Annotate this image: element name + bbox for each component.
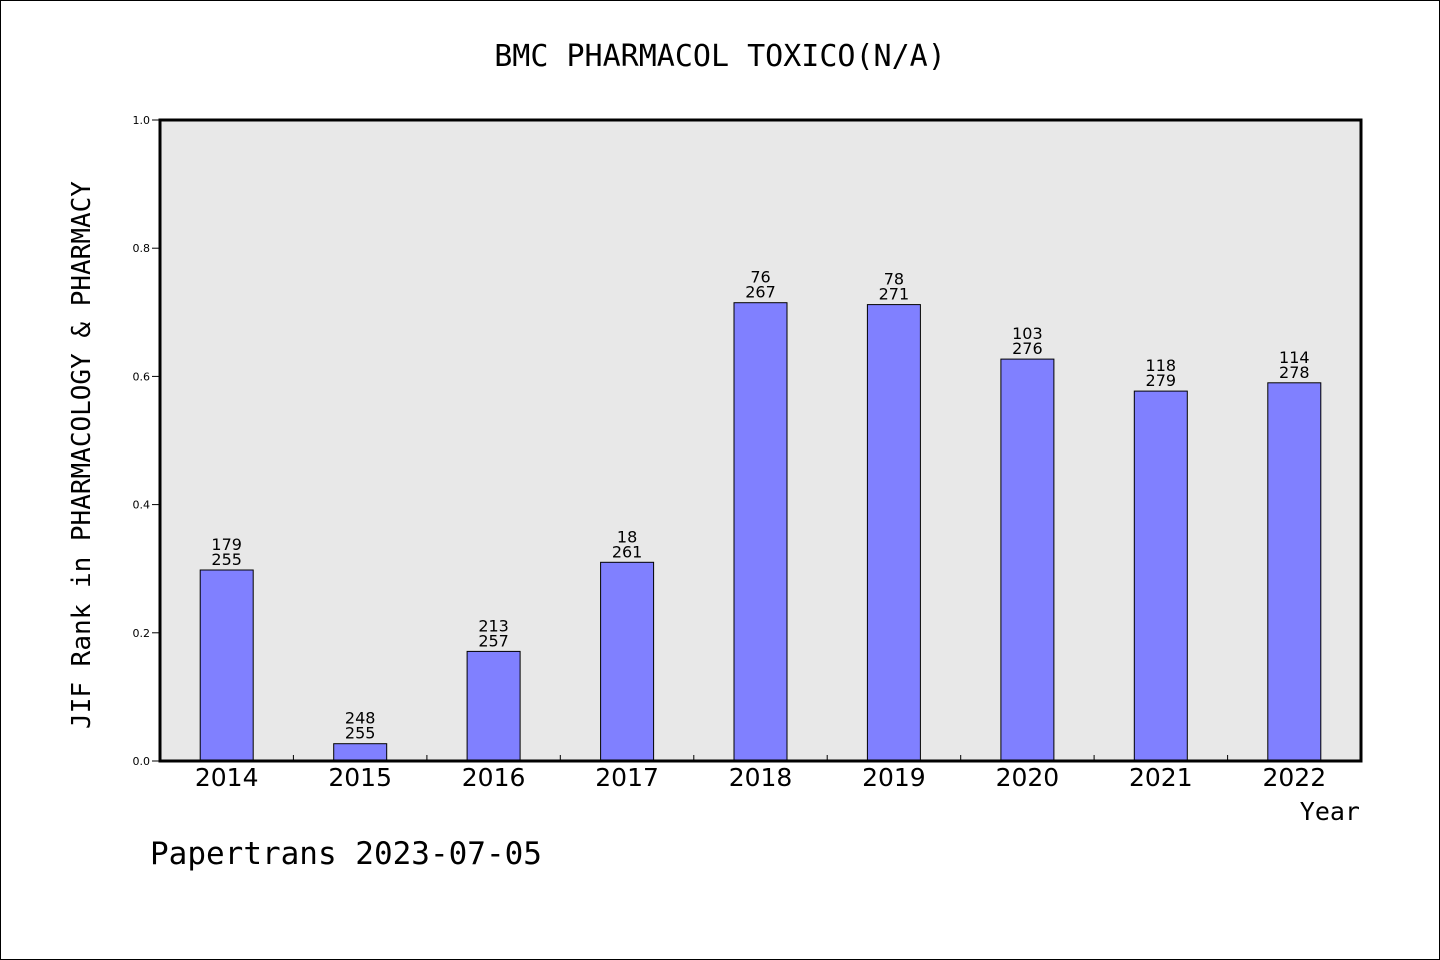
bar-2020: [1000, 358, 1055, 762]
bar-label-rank-2016: 213: [478, 616, 509, 635]
bar-label-rank-2015: 248: [345, 709, 376, 728]
bar-label-rank-2014: 179: [211, 535, 242, 554]
bar-2022: [1267, 382, 1322, 762]
x-tick-label-2015: 2015: [328, 763, 392, 792]
bar-2015: [333, 743, 388, 762]
bar-label-rank-2020: 103: [1012, 324, 1043, 343]
x-tick-label-2021: 2021: [1129, 763, 1193, 792]
bar-label-total-2022: 278: [1279, 363, 1310, 382]
bar-label-total-2017: 261: [612, 542, 643, 561]
bar-2014: [199, 569, 254, 762]
bar-label-rank-2022: 114: [1279, 348, 1310, 367]
x-axis-label: Year: [1300, 797, 1360, 826]
bar-label-total-2016: 257: [478, 631, 509, 650]
x-tick-label-2020: 2020: [996, 763, 1060, 792]
x-tick-label-2016: 2016: [462, 763, 526, 792]
chart-title: BMC PHARMACOL TOXICO(N/A): [494, 39, 946, 74]
bar-label-total-2020: 276: [1012, 339, 1043, 358]
y-tick-label-0.0: 0.0: [133, 755, 151, 768]
y-tick-label-0.8: 0.8: [133, 242, 151, 255]
bar-2017: [600, 561, 655, 762]
x-tick-label-2018: 2018: [729, 763, 793, 792]
bar-label-total-2014: 255: [211, 550, 242, 569]
x-tick-label-2019: 2019: [862, 763, 926, 792]
bar-label-total-2021: 279: [1146, 371, 1177, 390]
y-axis-label: JIF Rank in PHARMACOLOGY & PHARMACY: [67, 181, 97, 729]
y-tick-label-0.4: 0.4: [133, 499, 151, 512]
bar-2019: [866, 304, 921, 762]
y-tick-label-1.0: 1.0: [133, 114, 151, 127]
bar-label-rank-2017: 18: [617, 527, 637, 546]
bar-label-rank-2018: 76: [750, 268, 770, 287]
bar-2018: [733, 302, 788, 762]
bar-label-rank-2019: 78: [884, 270, 904, 289]
bar-label-rank-2021: 118: [1146, 356, 1177, 375]
bar-label-total-2019: 271: [879, 285, 910, 304]
plot-border: [158, 118, 1363, 763]
x-tick-label-2022: 2022: [1262, 763, 1326, 792]
x-tick-label-2014: 2014: [195, 763, 259, 792]
y-tick-label-0.2: 0.2: [133, 627, 151, 640]
bar-2016: [466, 650, 521, 762]
bar-label-total-2015: 255: [345, 724, 376, 743]
bar-2021: [1133, 390, 1188, 762]
bar-label-total-2018: 267: [745, 283, 776, 302]
x-tick-label-2017: 2017: [595, 763, 659, 792]
watermark: Papertrans 2023-07-05: [150, 836, 542, 872]
y-tick-label-0.6: 0.6: [133, 370, 151, 383]
